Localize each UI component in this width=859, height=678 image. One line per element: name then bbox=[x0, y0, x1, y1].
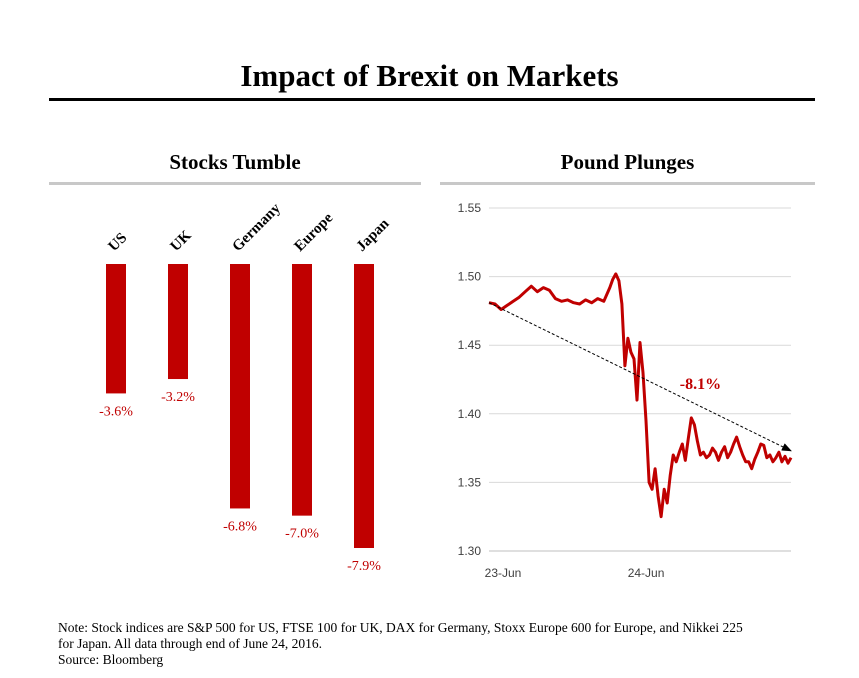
bar-us bbox=[106, 264, 126, 394]
value-label-japan: -7.9% bbox=[347, 559, 381, 574]
category-label-germany: Germany bbox=[230, 200, 285, 255]
x-tick-label: 24-Jun bbox=[628, 566, 665, 580]
bar-uk bbox=[168, 264, 188, 380]
trend-arrow bbox=[488, 302, 792, 452]
line-chart-title: Pound Plunges bbox=[560, 150, 695, 174]
x-tick-label: 23-Jun bbox=[485, 566, 522, 580]
category-label-europe: Europe bbox=[292, 210, 337, 255]
value-label-europe: -7.0% bbox=[285, 527, 319, 542]
y-tick-label: 1.35 bbox=[458, 475, 482, 489]
category-label-japan: Japan bbox=[354, 215, 393, 254]
category-label-uk: UK bbox=[168, 227, 195, 254]
value-label-uk: -3.2% bbox=[161, 390, 195, 405]
title-divider bbox=[49, 98, 815, 101]
value-label-germany: -6.8% bbox=[223, 519, 257, 534]
line-chart-divider bbox=[440, 182, 815, 185]
page-title: Impact of Brexit on Markets bbox=[240, 58, 619, 93]
y-tick-label: 1.50 bbox=[458, 270, 482, 284]
bar-japan bbox=[354, 264, 374, 548]
bar-europe bbox=[292, 264, 312, 516]
y-tick-label: 1.40 bbox=[458, 407, 482, 421]
y-tick-label: 1.45 bbox=[458, 338, 482, 352]
bar-chart-divider bbox=[49, 182, 421, 185]
category-label-us: US bbox=[106, 230, 131, 255]
note-line-2: for Japan. All data through end of June … bbox=[58, 636, 322, 651]
value-label-us: -3.6% bbox=[99, 404, 133, 419]
bar-germany bbox=[230, 264, 250, 509]
source-line: Source: Bloomberg bbox=[58, 652, 164, 667]
footnote: Note: Stock indices are S&P 500 for US, … bbox=[58, 620, 818, 668]
bar-chart-title: Stocks Tumble bbox=[169, 150, 301, 174]
note-line-1: Note: Stock indices are S&P 500 for US, … bbox=[58, 620, 743, 635]
y-tick-label: 1.30 bbox=[458, 544, 482, 558]
y-tick-label: 1.55 bbox=[458, 201, 482, 215]
change-annotation: -8.1% bbox=[680, 376, 721, 393]
gbp-usd-line bbox=[488, 272, 793, 519]
stocks-bar-chart: US -3.6% UK -3.2% Germany -6.8% Europe -7.0% Jap… bbox=[99, 200, 393, 574]
